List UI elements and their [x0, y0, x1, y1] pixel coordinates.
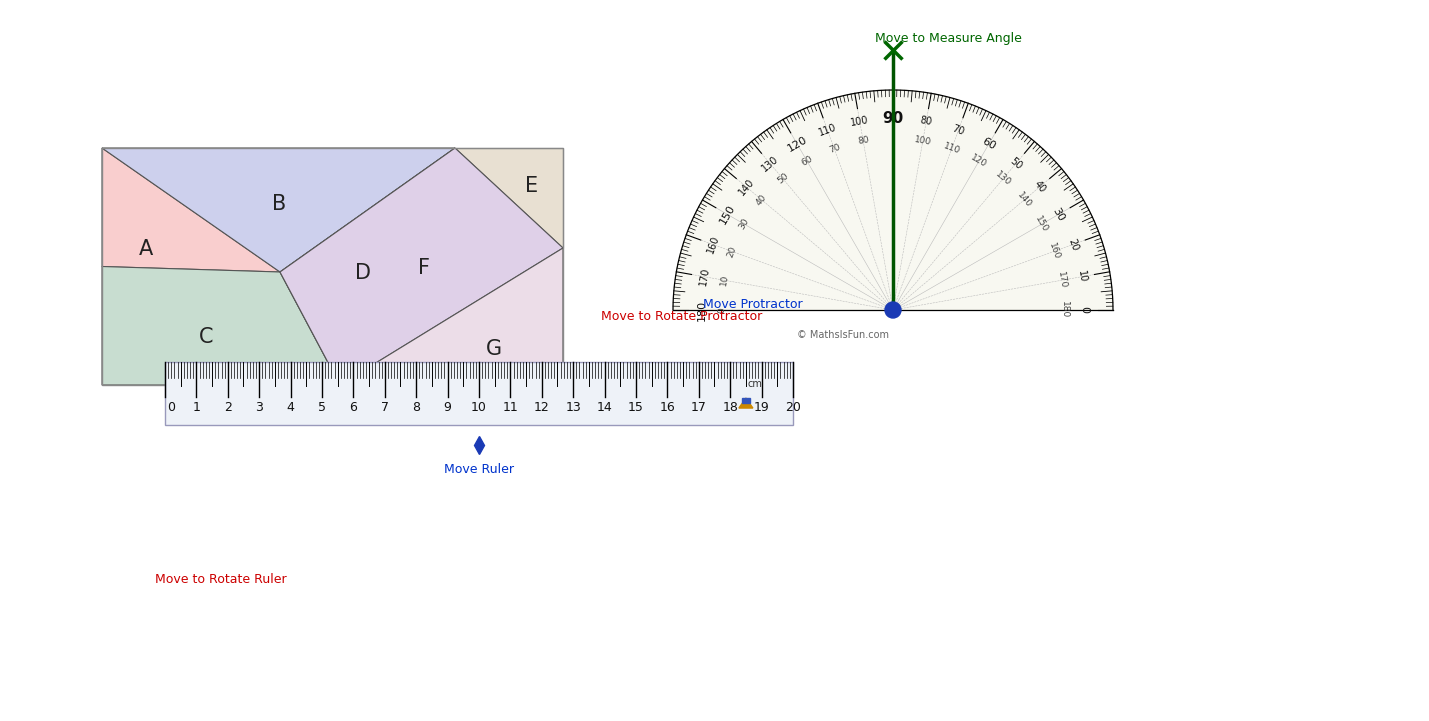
Text: 14: 14	[597, 401, 613, 414]
Text: 0: 0	[717, 307, 726, 313]
Text: 18: 18	[722, 401, 739, 414]
Text: 0: 0	[167, 401, 174, 414]
Text: 110: 110	[942, 141, 962, 156]
Text: Move Ruler: Move Ruler	[444, 463, 514, 476]
Text: 50: 50	[776, 172, 790, 186]
Text: 80: 80	[857, 136, 870, 146]
Text: 140: 140	[736, 177, 756, 198]
Text: F: F	[419, 258, 430, 278]
Text: Move Protractor: Move Protractor	[703, 298, 803, 311]
Text: 7: 7	[380, 401, 389, 414]
Text: 70: 70	[827, 143, 842, 155]
Text: 40: 40	[1032, 179, 1047, 195]
Text: 0: 0	[1079, 306, 1089, 314]
Text: 160: 160	[1047, 242, 1062, 261]
Text: B: B	[272, 195, 286, 214]
Text: © MathsIsFun.com: © MathsIsFun.com	[797, 330, 889, 340]
Text: G: G	[486, 340, 502, 359]
Text: D: D	[356, 263, 372, 283]
Text: 110: 110	[817, 123, 837, 138]
Text: 19: 19	[753, 401, 769, 414]
Text: 20: 20	[726, 244, 737, 258]
Text: 30: 30	[737, 217, 752, 231]
Text: 40: 40	[755, 193, 769, 207]
Polygon shape	[101, 267, 340, 385]
Text: Move to Rotate Ruler: Move to Rotate Ruler	[154, 573, 287, 586]
Text: 130: 130	[760, 154, 780, 173]
Text: 100: 100	[913, 135, 932, 147]
Bar	[742, 398, 750, 403]
Text: 80: 80	[919, 115, 933, 128]
Text: 3: 3	[256, 401, 263, 414]
Polygon shape	[454, 148, 563, 248]
Text: 150: 150	[717, 203, 737, 226]
Text: 11: 11	[503, 401, 519, 414]
Circle shape	[885, 302, 902, 318]
Polygon shape	[280, 148, 454, 385]
Text: C: C	[199, 327, 213, 347]
Text: cm: cm	[747, 379, 763, 389]
Polygon shape	[340, 248, 563, 385]
Text: 90: 90	[882, 111, 903, 126]
Text: 9: 9	[443, 401, 452, 414]
Text: 10: 10	[472, 401, 487, 414]
Text: 120: 120	[969, 153, 989, 169]
FancyBboxPatch shape	[164, 362, 793, 425]
Text: 170: 170	[697, 267, 712, 287]
Text: 60: 60	[800, 154, 815, 168]
Text: 4: 4	[287, 401, 294, 414]
Text: 30: 30	[1050, 205, 1066, 223]
Text: 1: 1	[193, 401, 200, 414]
Text: 8: 8	[412, 401, 420, 414]
Polygon shape	[280, 148, 563, 385]
Text: 100: 100	[850, 115, 870, 128]
Polygon shape	[739, 398, 753, 408]
Polygon shape	[101, 148, 454, 272]
Text: 70: 70	[950, 123, 966, 137]
Text: 120: 120	[786, 135, 809, 154]
Text: 13: 13	[566, 401, 582, 414]
Text: 170: 170	[1056, 271, 1067, 289]
Text: E: E	[526, 177, 539, 196]
Text: 160: 160	[706, 234, 722, 255]
Text: 15: 15	[629, 401, 644, 414]
Text: 180: 180	[1060, 301, 1069, 319]
Text: 20: 20	[1066, 237, 1080, 252]
Text: 12: 12	[534, 401, 550, 414]
Polygon shape	[101, 148, 280, 272]
Text: 10: 10	[1076, 270, 1087, 283]
Text: 60: 60	[980, 136, 997, 152]
Text: 180: 180	[696, 299, 706, 321]
Text: 150: 150	[1033, 214, 1050, 234]
Text: 16: 16	[660, 401, 676, 414]
Text: 5: 5	[319, 401, 326, 414]
Text: 130: 130	[993, 169, 1013, 187]
Polygon shape	[673, 90, 1113, 310]
Text: 17: 17	[690, 401, 707, 414]
Text: A: A	[139, 239, 153, 259]
Text: 2: 2	[224, 401, 231, 414]
Text: 50: 50	[1007, 156, 1025, 171]
Text: Move to Measure Angle: Move to Measure Angle	[875, 32, 1022, 45]
Text: 20: 20	[785, 401, 800, 414]
Text: 140: 140	[1016, 190, 1033, 209]
Text: 6: 6	[350, 401, 357, 414]
Text: Move to Rotate Protractor: Move to Rotate Protractor	[602, 311, 762, 324]
Text: 10: 10	[719, 274, 729, 287]
